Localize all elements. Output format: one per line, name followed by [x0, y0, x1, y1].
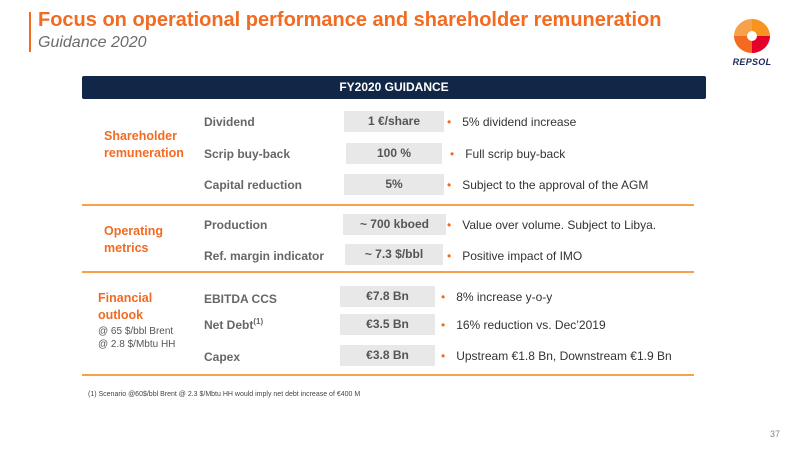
comment-row: • Upstream €1.8 Bn, Downstream €1.9 Bn — [441, 349, 672, 363]
title-accent-rule — [29, 12, 31, 52]
bullet-icon: • — [447, 115, 452, 129]
section-divider — [82, 271, 694, 273]
value-box: 1 €/share — [344, 111, 444, 132]
metric-label: Dividend — [204, 115, 255, 129]
comment-text: Full scrip buy-back — [465, 147, 566, 161]
bullet-icon: • — [447, 178, 452, 192]
value-box: €3.8 Bn — [340, 345, 435, 366]
comment-row: • Subject to the approval of the AGM — [447, 178, 648, 192]
comment-row: • Full scrip buy-back — [450, 147, 565, 161]
metric-label: EBITDA CCS — [204, 292, 277, 306]
metric-label: Capex — [204, 350, 241, 364]
value-box: 100 % — [346, 143, 442, 164]
bullet-icon: • — [450, 147, 455, 161]
page-number: 37 — [770, 429, 781, 439]
group-title-line: outlook — [98, 308, 144, 322]
scenario-notes: @ 65 $/bbl Brent @ 2.8 $/Mbtu HH — [98, 325, 175, 351]
logo-text: REPSOL — [732, 57, 772, 67]
group-title-line: Financial — [98, 291, 153, 305]
comment-text: 8% increase y-o-y — [456, 290, 553, 304]
bullet-icon: • — [441, 349, 446, 363]
comment-text: Upstream €1.8 Bn, Downstream €1.9 Bn — [456, 349, 672, 363]
bullet-icon: • — [447, 218, 452, 232]
section-divider — [82, 374, 694, 376]
comment-row: • 5% dividend increase — [447, 115, 576, 129]
value-box: 5% — [344, 174, 444, 195]
section-divider — [82, 204, 694, 206]
value-box: €7.8 Bn — [340, 286, 435, 307]
metric-label-net-debt: Net Debt(1) — [204, 317, 263, 332]
scenario-note: @ 2.8 $/Mbtu HH — [98, 339, 176, 350]
repsol-logo: REPSOL — [722, 15, 782, 70]
metric-label: Scrip buy-back — [204, 147, 291, 161]
comment-row: • Positive impact of IMO — [447, 249, 582, 263]
bullet-icon: • — [441, 290, 446, 304]
value-box: ~ 700 kboed — [343, 214, 446, 235]
group-title-line: metrics — [104, 241, 149, 255]
bullet-icon: • — [441, 318, 446, 332]
group-title-operating-metrics: Operating metrics — [104, 223, 163, 257]
comment-row: • Value over volume. Subject to Libya. — [447, 218, 656, 232]
group-title-financial-outlook: Financial outlook — [98, 290, 152, 324]
metric-label: Capital reduction — [204, 178, 303, 192]
group-title-line: Operating — [104, 224, 164, 238]
comment-text: 5% dividend increase — [462, 115, 577, 129]
page-title: Focus on operational performance and sha… — [38, 9, 662, 31]
comment-text: Value over volume. Subject to Libya. — [462, 218, 657, 232]
metric-label: Production — [204, 218, 268, 232]
value-box: ~ 7.3 $/bbl — [345, 244, 443, 265]
guidance-header-bar: FY2020 GUIDANCE — [82, 76, 706, 99]
comment-text: Positive impact of IMO — [462, 249, 583, 263]
group-title-line: remuneration — [104, 146, 184, 160]
comment-row: • 8% increase y-o-y — [441, 290, 552, 304]
page-subtitle: Guidance 2020 — [38, 34, 147, 51]
group-title-shareholder-remuneration: Shareholder remuneration — [104, 128, 184, 162]
scenario-note: @ 65 $/bbl Brent — [98, 326, 174, 337]
footnote: (1) Scenario @60$/bbl Brent @ 2.3 $/Mbtu… — [88, 391, 361, 398]
metric-label: Net Debt — [204, 318, 254, 332]
value-box: €3.5 Bn — [340, 314, 435, 335]
bullet-icon: • — [447, 249, 452, 263]
comment-text: Subject to the approval of the AGM — [462, 178, 649, 192]
comment-row: • 16% reduction vs. Dec’2019 — [441, 318, 606, 332]
comment-text: 16% reduction vs. Dec’2019 — [456, 318, 606, 332]
group-title-line: Shareholder — [104, 129, 177, 143]
metric-label: Ref. margin indicator — [204, 249, 325, 263]
footnote-marker: (1) — [253, 317, 264, 326]
